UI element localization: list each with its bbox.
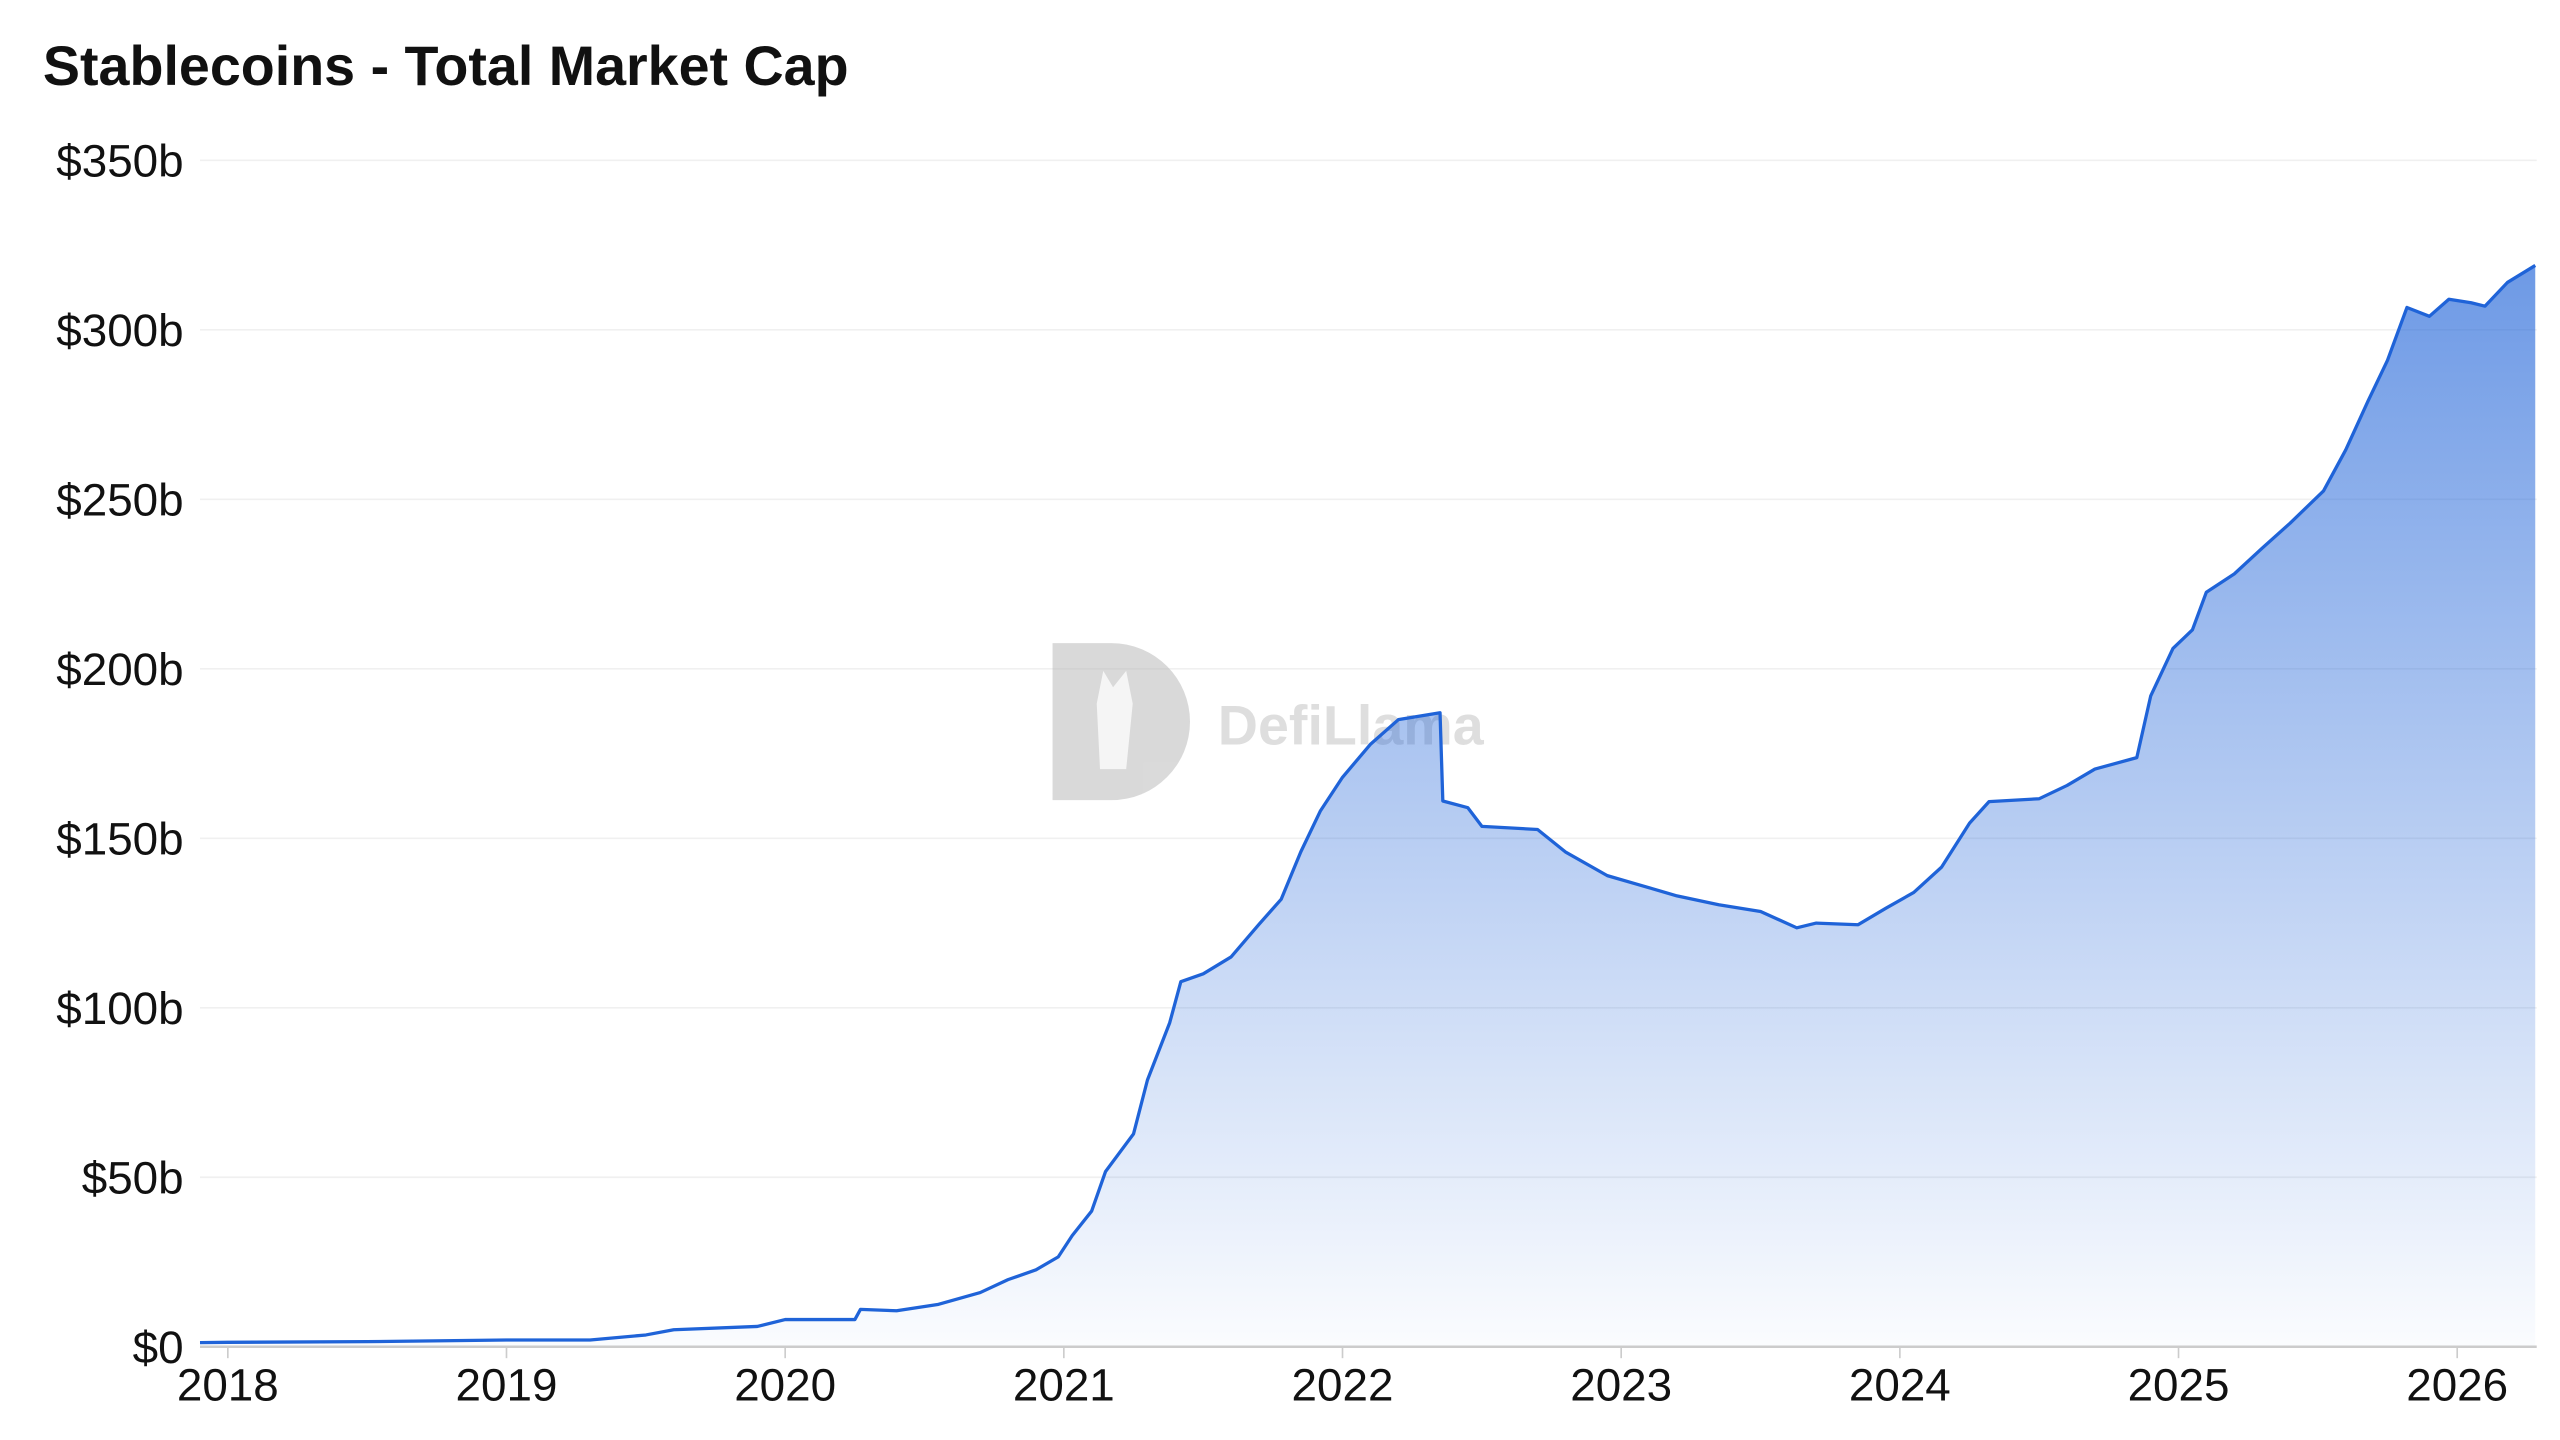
y-tick-label: $150b: [56, 814, 183, 865]
watermark-text: DefiLlama: [1218, 695, 1485, 757]
chart-title: Stablecoins - Total Market Cap: [43, 35, 849, 97]
y-tick-label: $50b: [82, 1153, 184, 1204]
x-tick-label: 2026: [2406, 1360, 2508, 1411]
series-line: [199, 264, 2537, 1345]
y-tick-label: $100b: [56, 983, 183, 1034]
x-tick-label: 2022: [1292, 1360, 1394, 1411]
x-tick-label: 2019: [456, 1360, 558, 1411]
x-tick-label: 2024: [1849, 1360, 1951, 1411]
x-tick-label: 2025: [2128, 1360, 2230, 1411]
x-axis: 2018 2019 2020 2021 2022 2023 2024 2025 2026: [177, 1346, 2508, 1411]
y-axis: $0 $50b $100b $150b $200b $250b $300b $350b: [56, 136, 183, 1373]
y-tick-label: $350b: [56, 136, 183, 187]
x-tick-label: 2020: [734, 1360, 836, 1411]
x-tick-label: 2018: [177, 1360, 279, 1411]
y-tick-label: $0: [133, 1322, 184, 1373]
x-tick-label: 2021: [1013, 1360, 1115, 1411]
x-tick-label: 2023: [1570, 1360, 1672, 1411]
y-tick-label: $250b: [56, 475, 183, 526]
y-tick-label: $200b: [56, 644, 183, 695]
area-fill: [200, 265, 2536, 1347]
y-tick-label: $300b: [56, 305, 183, 356]
